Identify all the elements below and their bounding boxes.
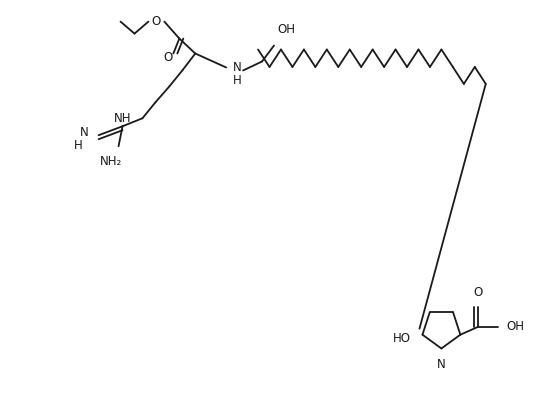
Text: HO: HO xyxy=(393,332,410,345)
Text: O: O xyxy=(164,51,173,64)
Text: N: N xyxy=(233,61,242,74)
Text: H: H xyxy=(233,74,242,87)
Text: N: N xyxy=(437,358,446,371)
Text: O: O xyxy=(474,286,483,299)
Text: NH: NH xyxy=(114,112,131,125)
Text: N: N xyxy=(80,126,89,139)
Text: O: O xyxy=(152,15,161,28)
Text: NH₂: NH₂ xyxy=(100,155,121,168)
Text: H: H xyxy=(74,139,83,152)
Text: OH: OH xyxy=(506,320,524,333)
Text: OH: OH xyxy=(277,23,295,36)
